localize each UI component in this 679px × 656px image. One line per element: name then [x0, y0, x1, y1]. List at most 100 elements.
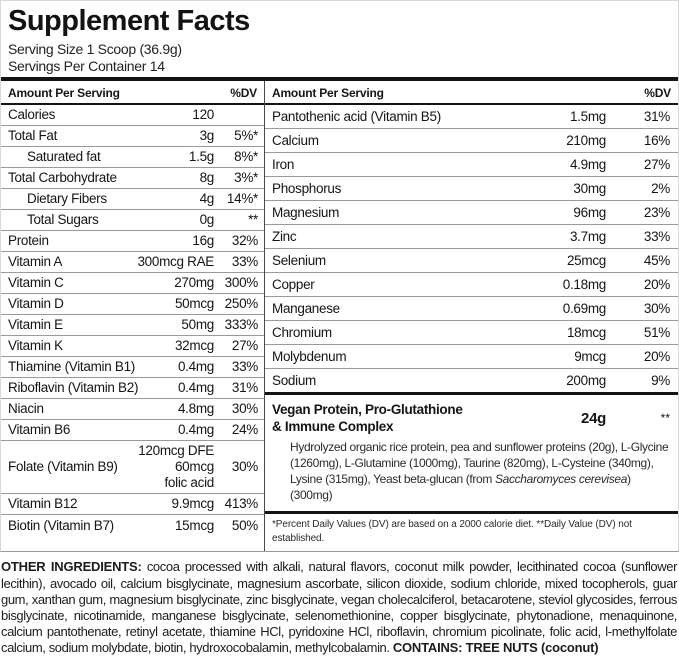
table-row: Vitamin K 32mcg 27% [1, 336, 264, 358]
footnote-top-bar [265, 511, 678, 515]
right-column-header: Amount Per Serving %DV [265, 81, 678, 106]
table-row: Selenium 25mcg 45% [265, 249, 678, 274]
nutrient-dv: 33% [643, 228, 670, 244]
nutrient-name: Total Sugars [27, 212, 99, 228]
nutrient-name: Vitamin D [8, 296, 64, 312]
nutrient-amount: 300mcg RAE [137, 254, 214, 270]
nutrient-dv: 413% [224, 496, 259, 512]
nutrient-dv: 16% [643, 132, 670, 148]
right-rows: Pantothenic acid (Vitamin B5) 1.5mg 31% … [265, 105, 678, 392]
nutrient-dv: 2% [651, 180, 670, 196]
table-row: Phosphorus 30mg 2% [265, 177, 678, 202]
nutrient-amount: 1.5g [188, 149, 214, 165]
nutrient-dv: 23% [643, 204, 670, 220]
page-title: Supplement Facts [8, 5, 250, 37]
table-row: Riboflavin (Vitamin B2) 0.4mg 31% [1, 378, 264, 400]
nutrient-name: Vitamin B6 [8, 422, 71, 438]
table-row: Magnesium 96mg 23% [265, 201, 678, 226]
nutrient-dv: 300% [224, 275, 259, 291]
nutrient-amount: 0.69mg [562, 300, 607, 316]
nutrient-dv: 20% [643, 348, 670, 364]
left-rows: Calories 120 Total Fat 3g 5%* Saturated … [1, 105, 264, 536]
header-divider-bar [1, 77, 678, 82]
nutrient-name: Saturated fat [27, 149, 101, 165]
nutrient-amount: 30mg [573, 180, 606, 196]
column-divider [264, 81, 265, 552]
serving-size-line: Serving Size 1 Scoop (36.9g) [8, 41, 182, 57]
nutrient-amount: 4.8mg [177, 401, 214, 417]
table-row: Folate (Vitamin B9) 120mcg DFE 60mcg fol… [1, 441, 264, 495]
blend-dv: ** [660, 411, 670, 426]
nutrient-amount: 96mg [573, 204, 606, 220]
nutrient-name: Niacin [8, 401, 44, 417]
table-row: Calcium 210mg 16% [265, 129, 678, 154]
table-row: Vitamin D 50mcg 250% [1, 294, 264, 316]
nutrient-name: Copper [272, 276, 315, 292]
contains-allergen-statement: CONTAINS: TREE NUTS (coconut) [392, 640, 599, 656]
other-ingredients: OTHER INGREDIENTS: cocoa processed with … [0, 559, 679, 656]
nutrient-amount: 4.9mg [569, 156, 606, 172]
nutrient-name: Vitamin E [8, 317, 63, 333]
table-row: Biotin (Vitamin B7) 15mcg 50% [1, 515, 264, 536]
table-row: Niacin 4.8mg 30% [1, 399, 264, 421]
table-row: Zinc 3.7mg 33% [265, 225, 678, 250]
table-row: Manganese 0.69mg 30% [265, 297, 678, 322]
nutrient-dv: 27% [643, 156, 670, 172]
nutrient-dv: 31% [643, 108, 670, 124]
nutrient-dv: 8%* [234, 149, 258, 165]
nutrient-name: Selenium [272, 252, 326, 268]
label-header: Supplement Facts Serving Size 1 Scoop (3… [1, 1, 678, 77]
nutrient-name: Biotin (Vitamin B7) [8, 517, 114, 533]
nutrient-name: Dietary Fibers [27, 191, 107, 207]
nutrient-dv: 9% [651, 372, 670, 388]
nutrient-amount: 9mcg [574, 348, 606, 364]
nutrient-name: Calories [8, 107, 56, 123]
nutrient-name: Manganese [272, 300, 340, 316]
table-row: Thiamine (Vitamin B1) 0.4mg 33% [1, 357, 264, 379]
nutrient-amount: 0.18mg [562, 276, 607, 292]
nutrient-name: Chromium [272, 324, 332, 340]
dv-header: %DV [644, 86, 671, 101]
nutrient-name: Vitamin B12 [8, 496, 78, 512]
nutrient-dv: 33% [231, 254, 258, 270]
nutrient-amount: 210mg [566, 132, 606, 148]
table-row: Total Fat 3g 5%* [1, 126, 264, 148]
nutrient-amount: 50mg [181, 317, 214, 333]
nutrient-name: Protein [8, 233, 49, 249]
table-row: Sodium 200mg 9% [265, 369, 678, 392]
nutrient-name: Phosphorus [272, 180, 342, 196]
proprietary-blend-section: Vegan Protein, Pro-Glutathione & Immune … [265, 395, 678, 503]
nutrient-name: Thiamine (Vitamin B1) [8, 359, 135, 375]
nutrient-name: Magnesium [272, 204, 340, 220]
nutrient-amount: 15mcg [174, 517, 214, 533]
nutrient-dv: 30% [231, 459, 258, 475]
nutrient-dv: ** [248, 212, 258, 228]
table-row: Vitamin E 50mg 333% [1, 315, 264, 337]
table-row: Vitamin A 300mcg RAE 33% [1, 252, 264, 274]
nutrient-name: Iron [272, 156, 295, 172]
nutrient-name: Vitamin A [8, 254, 63, 270]
nutrient-amount: 32mcg [174, 338, 214, 354]
nutrient-amount: 3.7mg [569, 228, 606, 244]
nutrient-dv: 31% [231, 380, 258, 396]
nutrient-amount: 16g [192, 233, 214, 249]
table-row: Vitamin B12 9.9mcg 413% [1, 494, 264, 516]
blend-description-species: Saccharomyces cerevisea [495, 471, 628, 486]
servings-per-container-line: Servings Per Container 14 [8, 58, 165, 75]
table-row: Dietary Fibers 4g 14%* [1, 189, 264, 211]
table-row: Chromium 18mcg 51% [265, 321, 678, 346]
nutrient-dv: 250% [224, 296, 259, 312]
nutrient-amount: 120 [192, 107, 214, 123]
nutrient-dv: 51% [643, 324, 670, 340]
nutrient-amount: 18mcg [566, 324, 606, 340]
nutrient-name: Folate (Vitamin B9) [8, 459, 118, 475]
nutrient-dv: 5%* [234, 128, 258, 144]
right-column: Amount Per Serving %DV Pantothenic acid … [265, 81, 678, 551]
nutrient-dv: 50% [231, 517, 258, 533]
nutrient-amount: 25mcg [566, 252, 606, 268]
other-ingredients-label: OTHER INGREDIENTS: [1, 559, 142, 575]
nutrient-dv: 24% [231, 422, 258, 438]
nutrient-name: Riboflavin (Vitamin B2) [8, 380, 139, 396]
nutrient-dv: 30% [643, 300, 670, 316]
nutrient-dv: 20% [643, 276, 670, 292]
